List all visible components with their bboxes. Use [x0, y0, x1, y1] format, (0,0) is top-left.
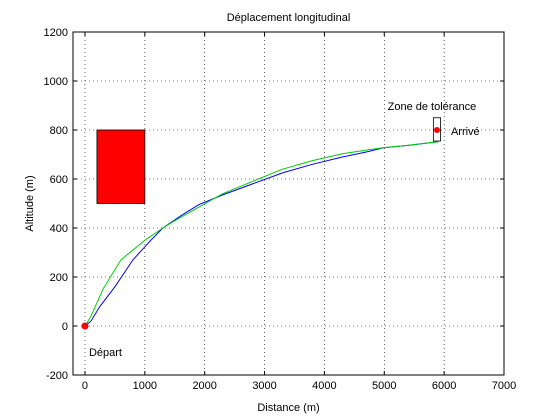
obstacle-rect — [96, 129, 146, 204]
end-label: Arrivé — [451, 126, 480, 138]
series-layer — [84, 141, 439, 327]
y-tick-label: 800 — [50, 125, 68, 137]
marker-layer — [81, 117, 441, 330]
axis-ticks: 0 1000 2000 3000 4000 5000 6000 7000 -200 0 200 400… — [44, 27, 517, 392]
x-tick-label: 0 — [82, 380, 88, 392]
start-marker — [81, 322, 89, 330]
y-tick-label: 200 — [50, 272, 68, 284]
tolerance-zone-label: Zone de tolérance — [388, 101, 477, 113]
y-tick-label: 0 — [62, 321, 68, 333]
x-tick-label: 6000 — [432, 380, 456, 392]
y-tick-label: 600 — [50, 174, 68, 186]
x-tick-label: 7000 — [492, 380, 516, 392]
y-tick-label: 1000 — [44, 76, 68, 88]
start-label: Départ — [89, 347, 122, 359]
obstacle-layer — [96, 129, 146, 204]
end-marker — [433, 127, 440, 133]
series-line-2 — [84, 141, 439, 327]
y-tick-label: 1200 — [44, 27, 68, 39]
series-line-1 — [84, 141, 439, 327]
x-tick-label: 4000 — [312, 380, 336, 392]
y-axis-title: Altitude (m) — [24, 175, 36, 231]
x-axis-title: Distance (m) — [257, 402, 319, 414]
plot-area-frame — [72, 31, 505, 376]
y-tick-label: -200 — [46, 370, 68, 382]
x-tick-label: 3000 — [252, 380, 276, 392]
y-tick-label: 400 — [50, 223, 68, 235]
x-tick-label: 1000 — [133, 380, 157, 392]
x-tick-label: 2000 — [192, 380, 216, 392]
tolerance-zone-box — [432, 117, 441, 142]
chart-title: Déplacement longitudinal — [227, 12, 351, 24]
x-tick-label: 5000 — [372, 380, 396, 392]
